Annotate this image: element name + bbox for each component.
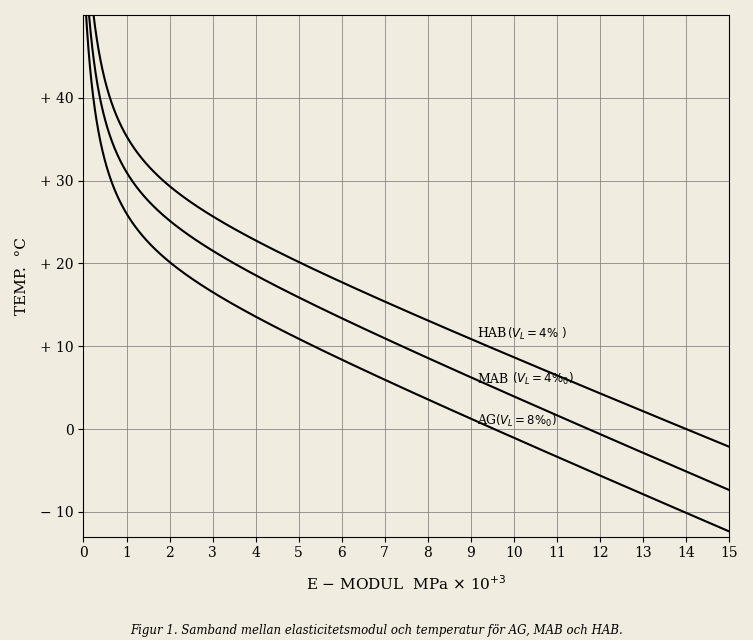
Y-axis label: TEMP.  °C: TEMP. °C <box>15 237 29 315</box>
Text: $(V_L = 4\%_0)$: $(V_L = 4\%_0)$ <box>512 371 574 387</box>
Text: $(V_L = 8\%_0)$: $(V_L = 8\%_0)$ <box>495 413 556 429</box>
Text: Figur 1. Samband mellan elasticitetsmodul och temperatur för AG, MAB och HAB.: Figur 1. Samband mellan elasticitetsmodu… <box>130 623 623 637</box>
Text: HAB: HAB <box>477 327 507 340</box>
Text: $(V_L = 4\%\ )$: $(V_L = 4\%\ )$ <box>508 326 568 342</box>
Text: MAB: MAB <box>477 373 508 386</box>
X-axis label: E $-$ MODUL  MPa $\times$ 10$^{+3}$: E $-$ MODUL MPa $\times$ 10$^{+3}$ <box>306 574 507 593</box>
Text: AG: AG <box>477 414 496 428</box>
